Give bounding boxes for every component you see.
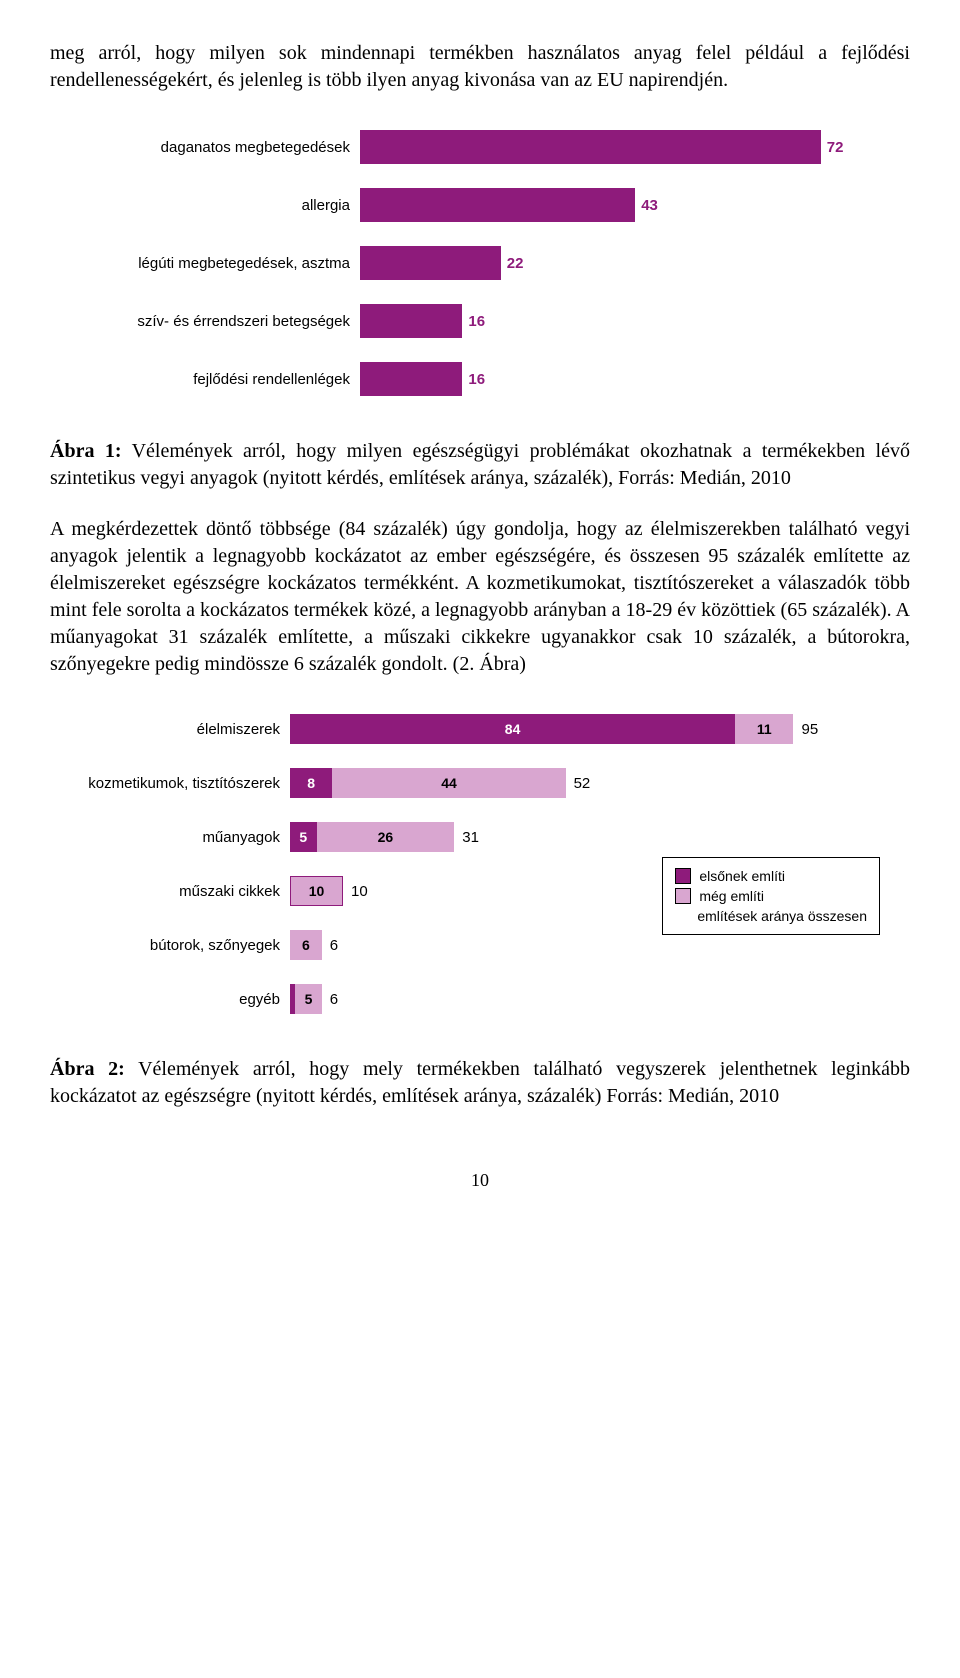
chart2-total: 31: [454, 829, 479, 846]
chart2-total: 6: [322, 991, 338, 1008]
figure-2-text: Vélemények arról, hogy mely termékekben …: [50, 1058, 910, 1107]
legend-item: még említi: [675, 886, 867, 906]
chart2-bar-group: 10: [290, 876, 343, 906]
chart2-bar-group: 5: [290, 984, 322, 1014]
figure-1-text: Vélemények arról, hogy milyen egészségüg…: [50, 440, 910, 489]
chart1-bar: [360, 188, 635, 222]
chart2-category-label: bútorok, szőnyegek: [50, 937, 290, 954]
chart2-bar-group: 6: [290, 930, 322, 960]
chart2-seg-also: 10: [290, 876, 343, 906]
chart2-row: műanyagok52631: [50, 810, 910, 864]
legend-label: elsőnek említi: [699, 868, 785, 884]
page-number: 10: [50, 1170, 910, 1191]
chart2-category-label: műanyagok: [50, 829, 290, 846]
chart2-row: élelmiszerek841195: [50, 702, 910, 756]
legend-swatch: [675, 888, 691, 904]
body-paragraph: A megkérdezettek döntő többsége (84 száz…: [50, 516, 910, 678]
legend-item: elsőnek említi: [675, 866, 867, 886]
chart1-row: daganatos megbetegedések 72: [80, 118, 910, 176]
chart2-category-label: műszaki cikkek: [50, 883, 290, 900]
chart2-seg-first: 8: [290, 768, 332, 798]
legend-label: még említi: [699, 888, 764, 904]
chart2-row: egyéb 56: [50, 972, 910, 1026]
legend-label: említések aránya összesen: [697, 908, 867, 924]
chart1-row: légúti megbetegedések, asztma 22: [80, 234, 910, 292]
legend-item: említések aránya összesen: [675, 906, 867, 926]
chart1-category-label: daganatos megbetegedések: [80, 139, 360, 156]
chart2-category-label: egyéb: [50, 991, 290, 1008]
figure-2-caption: Ábra 2: Vélemények arról, hogy mely term…: [50, 1056, 910, 1110]
chart2-seg-first: 5: [290, 822, 317, 852]
chart1-category-label: szív- és érrendszeri betegségek: [80, 313, 360, 330]
legend-swatch: [675, 868, 691, 884]
chart2-seg-also: 6: [290, 930, 322, 960]
chart2-category-label: kozmetikumok, tisztítószerek: [50, 775, 290, 792]
chart2-total: 6: [322, 937, 338, 954]
chart-1: daganatos megbetegedések 72 allergia 43 légú…: [50, 118, 910, 408]
chart1-value: 43: [635, 197, 658, 214]
chart1-category-label: allergia: [80, 197, 360, 214]
chart2-seg-also: 26: [317, 822, 455, 852]
chart1-row: szív- és érrendszeri betegségek 16: [80, 292, 910, 350]
chart2-bar-group: 8411: [290, 714, 793, 744]
chart1-bar: [360, 246, 501, 280]
chart1-value: 16: [462, 371, 485, 388]
chart1-row: allergia 43: [80, 176, 910, 234]
chart1-value: 16: [462, 313, 485, 330]
intro-paragraph: meg arról, hogy milyen sok mindennapi te…: [50, 40, 910, 94]
chart2-total: 10: [343, 883, 368, 900]
chart-2-legend: elsőnek említi még említi említések aránya…: [662, 857, 880, 935]
chart1-value: 72: [821, 139, 844, 156]
chart1-bar: [360, 130, 821, 164]
chart2-bar-group: 844: [290, 768, 566, 798]
figure-1-prefix: Ábra 1:: [50, 440, 122, 462]
chart1-row: fejlődési rendellenlégek 16: [80, 350, 910, 408]
chart2-seg-first: 84: [290, 714, 735, 744]
chart2-row: kozmetikumok, tisztítószerek84452: [50, 756, 910, 810]
chart2-seg-also: 44: [332, 768, 565, 798]
chart-2: élelmiszerek841195kozmetikumok, tisztító…: [50, 702, 910, 1026]
chart2-total: 95: [793, 721, 818, 738]
figure-1-caption: Ábra 1: Vélemények arról, hogy milyen eg…: [50, 438, 910, 492]
chart2-bar-group: 526: [290, 822, 454, 852]
chart2-category-label: élelmiszerek: [50, 721, 290, 738]
chart1-category-label: légúti megbetegedések, asztma: [80, 255, 360, 272]
chart2-seg-also: 11: [735, 714, 793, 744]
chart1-category-label: fejlődési rendellenlégek: [80, 371, 360, 388]
chart1-bar: [360, 304, 462, 338]
chart1-bar: [360, 362, 462, 396]
chart1-value: 22: [501, 255, 524, 272]
chart2-seg-also: 5: [295, 984, 322, 1014]
chart2-total: 52: [566, 775, 591, 792]
figure-2-prefix: Ábra 2:: [50, 1058, 125, 1080]
